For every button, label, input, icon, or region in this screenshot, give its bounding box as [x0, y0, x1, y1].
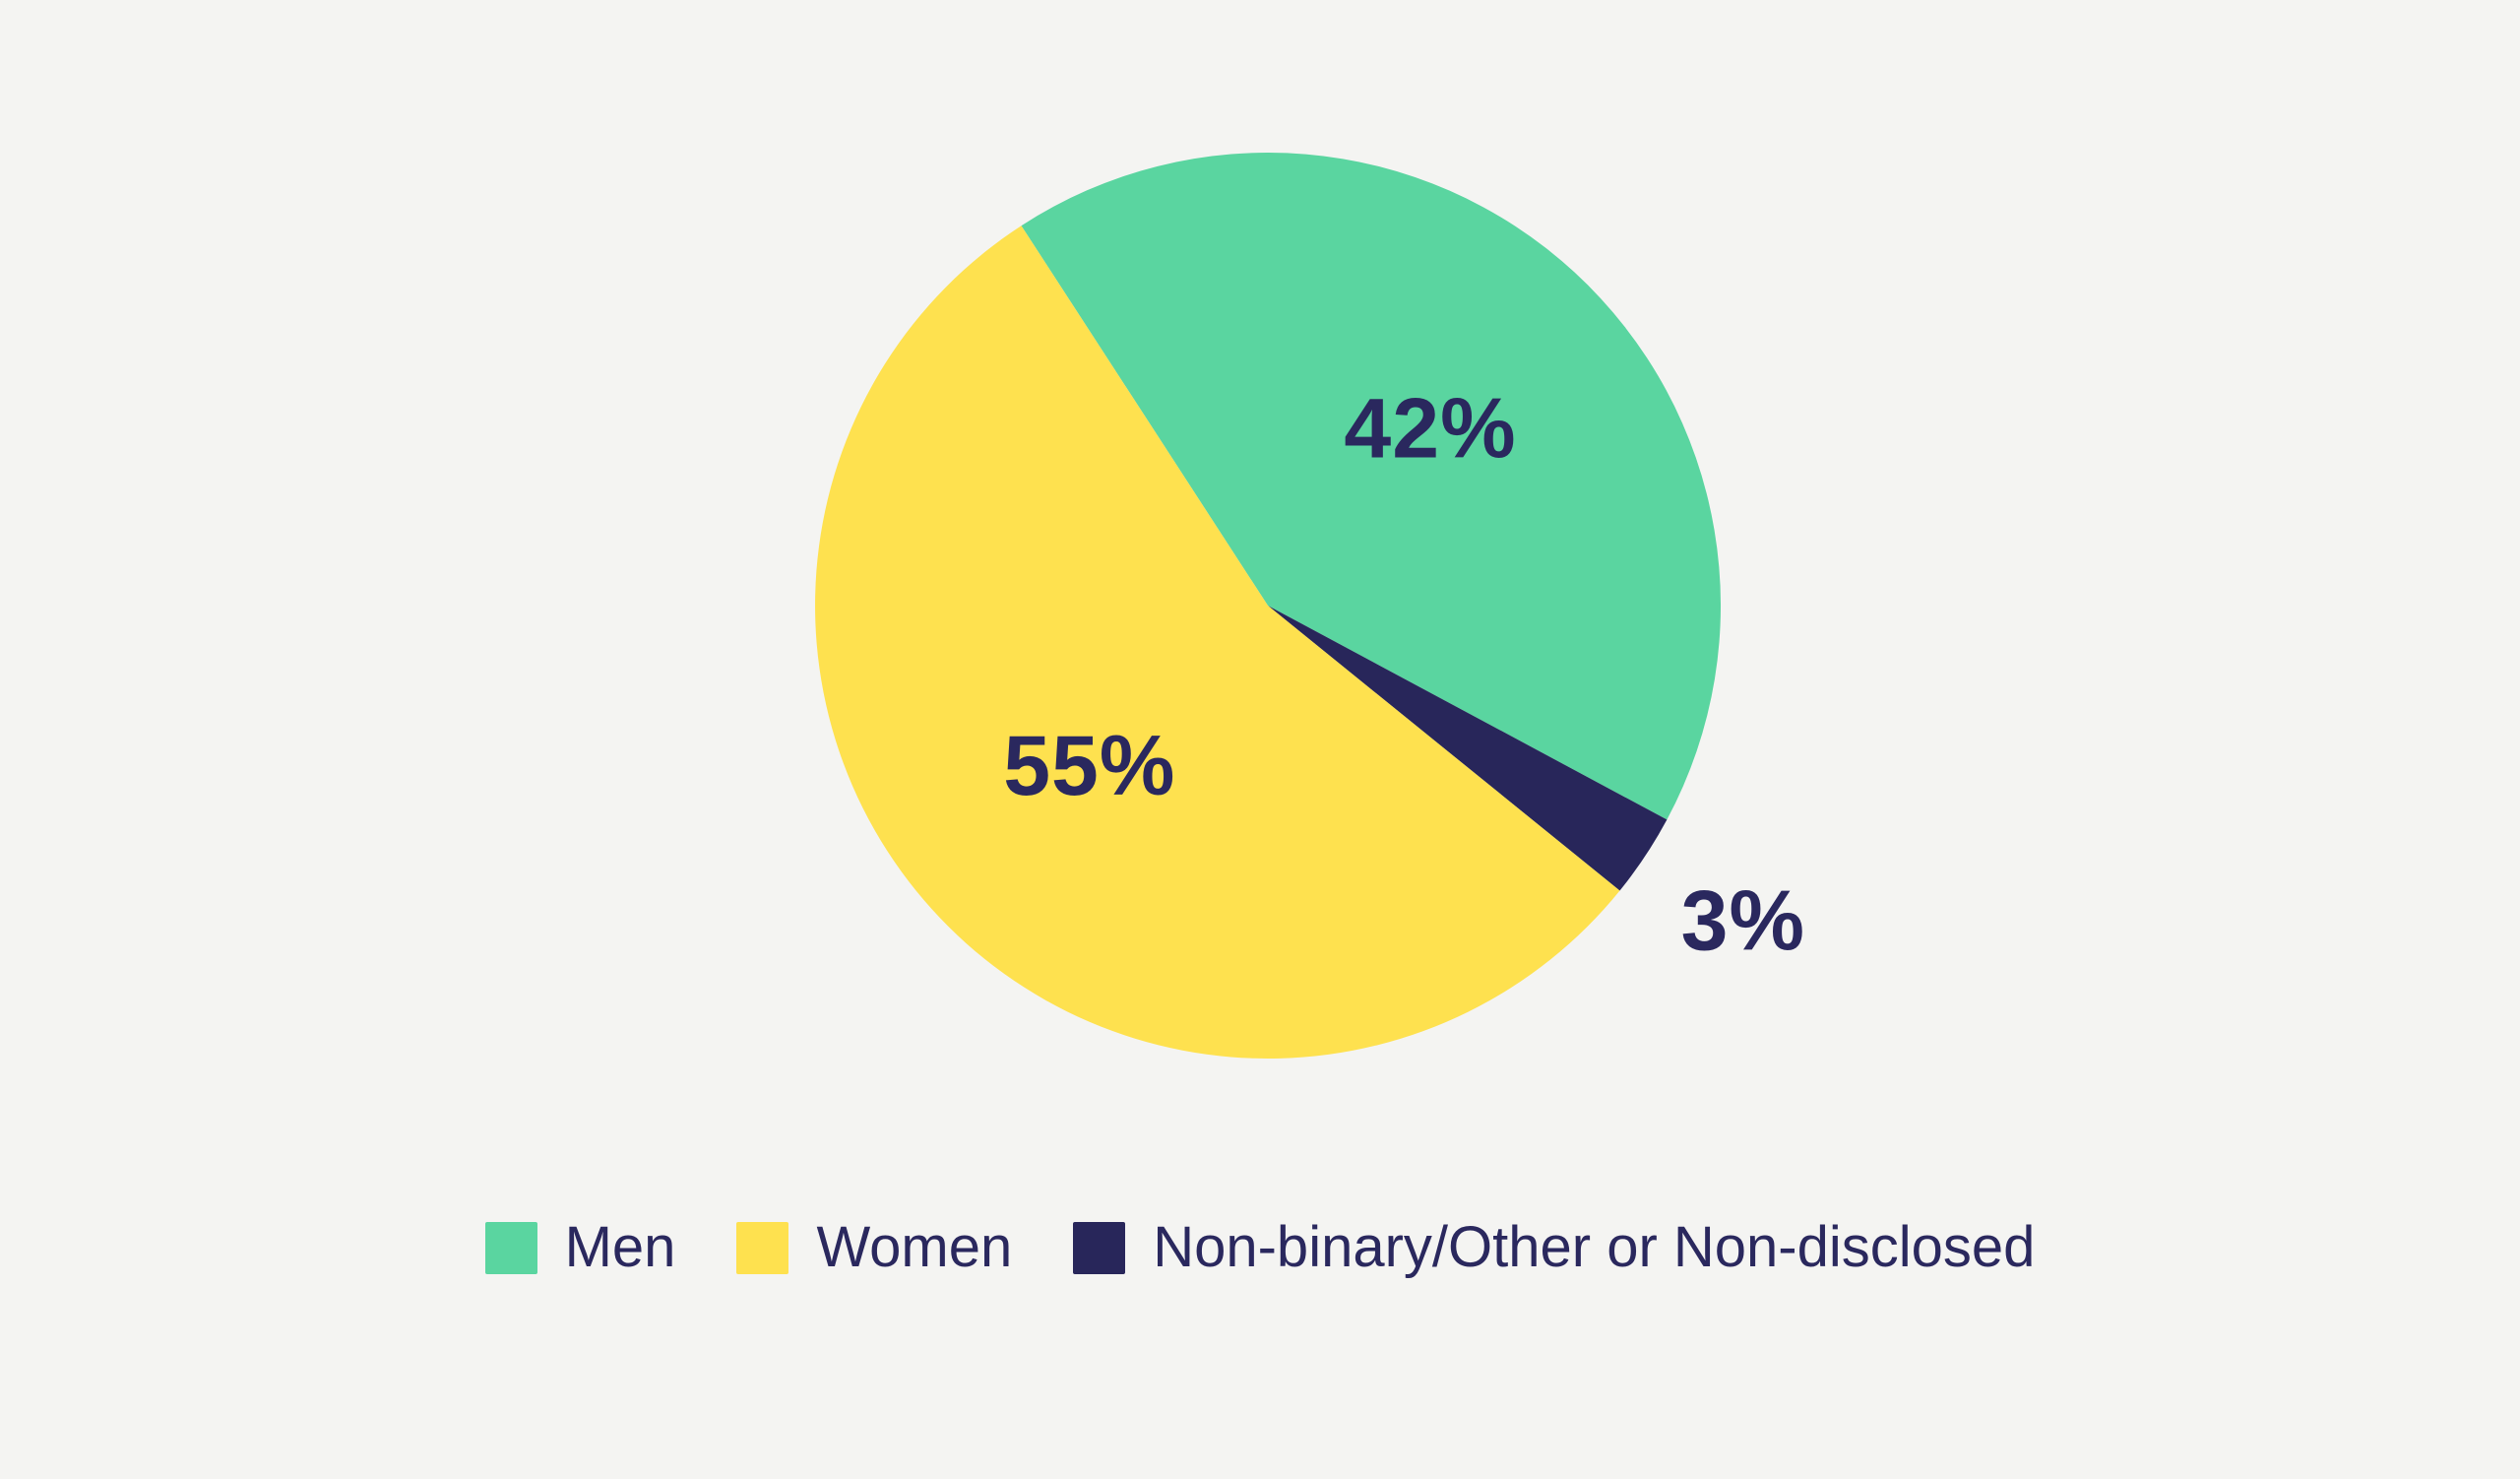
slice-data-label-non-binary-other-or-non-disclosed: 3%	[1681, 874, 1805, 969]
pie-slice-women	[815, 225, 1620, 1059]
legend-item-nonbinary[interactable]: Non-binary/Other or Non-disclosed	[1073, 1219, 2035, 1276]
legend-label-nonbinary: Non-binary/Other or Non-disclosed	[1153, 1215, 2036, 1279]
legend-item-women[interactable]: Women	[736, 1219, 1012, 1276]
legend: Men Women Non-binary/Other or Non-disclo…	[0, 1219, 2520, 1276]
pie-slice-non-binary-other-or-non-disclosed	[1268, 606, 1668, 891]
legend-swatch-women-icon	[736, 1221, 789, 1274]
legend-label-men: Men	[564, 1215, 676, 1279]
slice-data-label-women: 55%	[1003, 719, 1175, 813]
slice-data-label-men: 42%	[1344, 382, 1516, 477]
legend-swatch-men-icon	[484, 1221, 537, 1274]
legend-swatch-nonbinary-icon	[1073, 1221, 1126, 1274]
legend-item-men[interactable]: Men	[484, 1215, 676, 1279]
pie-slice-men	[1021, 153, 1722, 820]
legend-label-women: Women	[816, 1215, 1013, 1279]
